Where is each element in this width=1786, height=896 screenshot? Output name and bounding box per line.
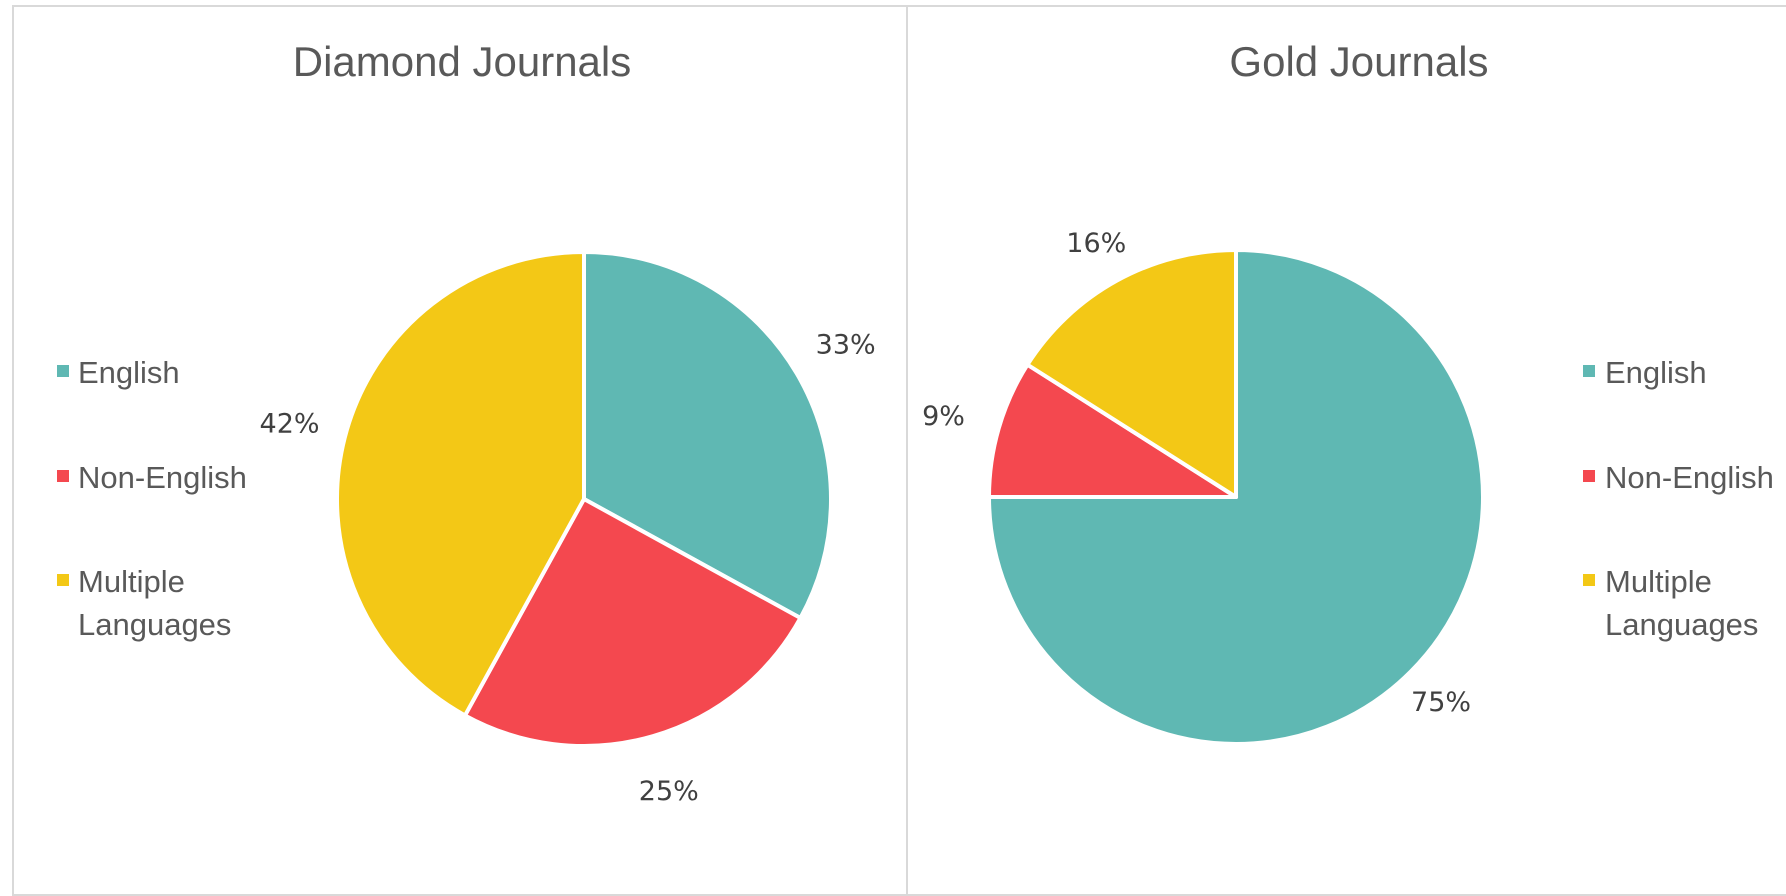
legend-swatch-english (57, 365, 69, 377)
legend-swatch-non-english (57, 470, 69, 482)
diamond-data-label-multiple-languages: 42% (260, 408, 320, 439)
diamond-pie (335, 250, 833, 748)
gold-chart-title: Gold Journals (1229, 38, 1488, 85)
diamond-data-label-non-english: 25% (639, 776, 699, 807)
legend-swatch-english (1583, 365, 1595, 377)
legend-label-languages: Languages (1605, 607, 1758, 642)
gold-pie (987, 248, 1485, 746)
diamond-data-labels: 33% 25% 42% (260, 329, 876, 807)
gold-slice-english (987, 248, 1485, 746)
gold-legend: English Non-English Multiple Languages (1583, 355, 1774, 642)
diamond-data-label-english: 33% (816, 329, 876, 360)
gold-data-label-non-english: 9% (922, 401, 965, 432)
legend-swatch-multiple-languages (1583, 574, 1595, 586)
legend-label-languages: Languages (78, 607, 231, 642)
legend-swatch-multiple-languages (57, 574, 69, 586)
gold-slice-multiple-languages (1025, 248, 1238, 499)
legend-label-multiple: Multiple (78, 564, 185, 599)
diamond-legend: English Non-English Multiple Languages (57, 355, 247, 642)
gold-data-label-multiple-languages: 16% (1066, 228, 1126, 259)
gold-slice-non-english (987, 362, 1238, 499)
diamond-slice-english (582, 250, 833, 620)
legend-label-english: English (1605, 355, 1707, 390)
legend-label-english: English (78, 355, 180, 390)
diamond-chart-title: Diamond Journals (293, 38, 632, 85)
diamond-slice-non-english (463, 497, 803, 748)
legend-label-non-english: Non-English (78, 460, 247, 495)
legend-label-non-english: Non-English (1605, 460, 1774, 495)
gold-data-label-english: 75% (1411, 687, 1471, 718)
legend-swatch-non-english (1583, 470, 1595, 482)
legend-label-multiple: Multiple (1605, 564, 1712, 599)
diamond-slice-multiple-languages (335, 250, 586, 718)
gold-data-labels: 75% 9% 16% (922, 228, 1471, 718)
